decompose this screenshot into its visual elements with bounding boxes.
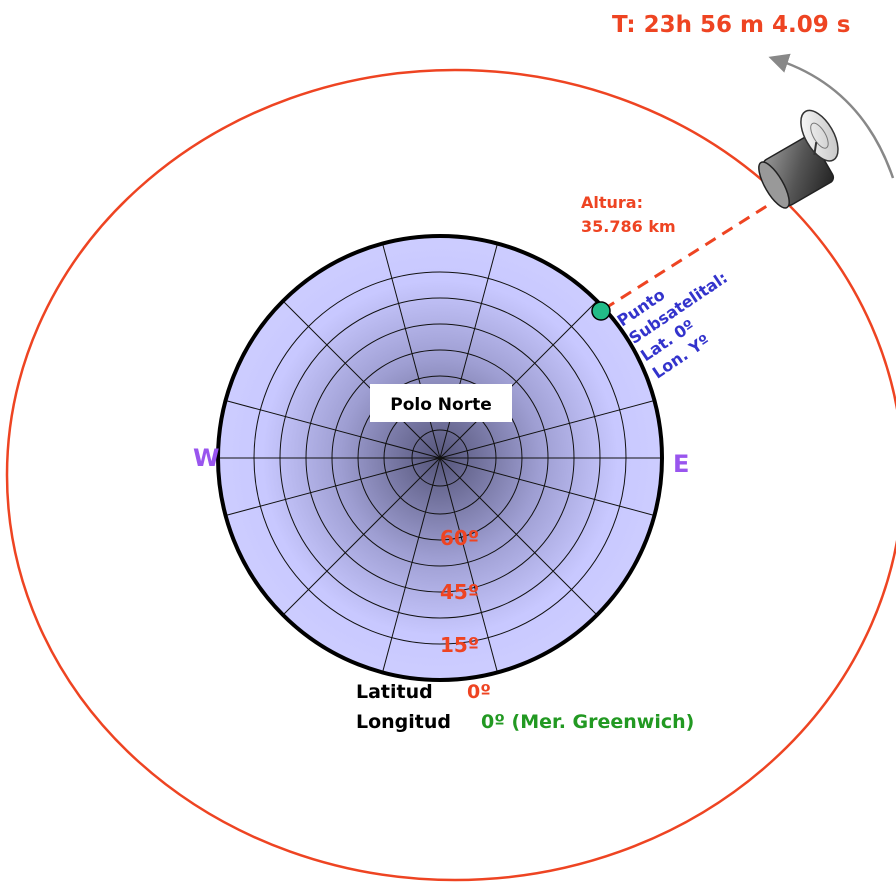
meridian-line: [439, 457, 655, 516]
meridian-line: [439, 457, 598, 616]
longitude-caption-label: Longitud: [356, 711, 451, 733]
latitude-caption-value: 0º: [467, 681, 491, 703]
lat-lon-grid: [218, 243, 662, 673]
meridian-line: [382, 243, 441, 459]
latitude-tick-45: 45º: [440, 580, 479, 604]
meridian-line: [225, 457, 441, 516]
pole-label-box: Polo Norte: [370, 384, 512, 422]
meridian-line: [282, 300, 441, 459]
east-label: E: [673, 450, 689, 478]
satellite-dish-icon: [758, 109, 839, 209]
meridian-line: [439, 457, 498, 673]
longitude-caption-value: 0º (Mer. Greenwich): [481, 711, 694, 733]
curved-arrow-icon: [768, 53, 895, 179]
west-label: W: [193, 444, 219, 472]
meridian-line: [439, 243, 498, 459]
altitude-value: 35.786 km: [581, 217, 676, 236]
earth-disc: [216, 234, 664, 682]
meridian-line: [282, 457, 441, 616]
subsatellite-point: [591, 301, 611, 321]
latitude-tick-15: 15º: [440, 633, 479, 657]
meridian-line: [439, 400, 655, 459]
pole-label: Polo Norte: [390, 395, 492, 415]
meridian-line: [439, 300, 598, 459]
altitude-label: Altura:: [581, 193, 643, 212]
orbit-circle: [5, 68, 896, 882]
altitude-line: [603, 202, 771, 311]
period-label: T: 23h 56 m 4.09 s: [612, 12, 850, 38]
meridian-line: [382, 457, 441, 673]
latitude-tick-60: 60º: [440, 526, 479, 550]
latitude-caption-label: Latitud: [356, 681, 433, 703]
meridian-line: [225, 400, 441, 459]
